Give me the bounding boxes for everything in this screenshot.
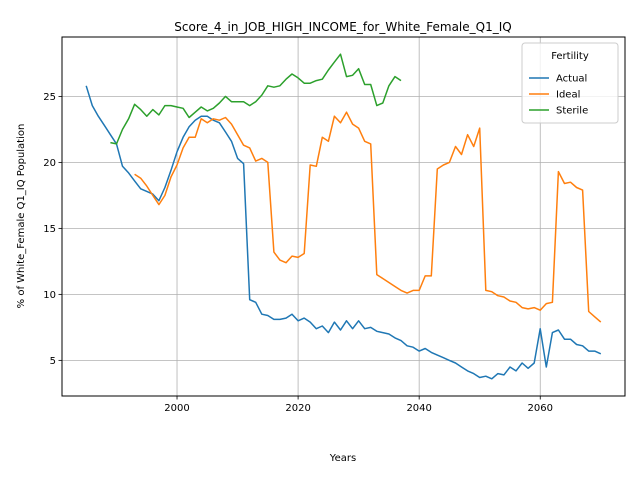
y-tick-label: 10 [43,290,56,301]
plot-frame [61,36,626,397]
x-axis-ticks: 2000 2020 2040 2060 [164,396,553,414]
x-tick-label: 2060 [528,403,553,414]
x-tick-label: 2020 [285,403,310,414]
y-tick-label: 15 [43,224,56,235]
series-line-ideal [134,111,602,323]
x-tick-label: 2000 [164,403,189,414]
legend: Fertility Actual Ideal Sterile [521,42,619,124]
chart-title: Score_4_in_JOB_HIGH_INCOME_for_White_Fem… [174,20,511,34]
series-line-actual [85,85,602,380]
legend-title: Fertility [551,51,589,62]
y-axis-label: % of White_Female Q1_IQ Population [16,124,27,309]
legend-label-sterile: Sterile [556,106,588,117]
x-axis-label: Years [329,453,356,464]
y-tick-label: 25 [43,92,56,103]
legend-label-actual: Actual [556,74,587,85]
y-tick-label: 20 [43,158,56,169]
series-lines [85,53,602,380]
y-tick-label: 5 [50,356,56,367]
legend-box [521,42,619,124]
x-tick-label: 2040 [406,403,431,414]
series-line-sterile [110,53,402,145]
legend-label-ideal: Ideal [556,90,580,101]
y-axis-ticks: 5 10 15 20 25 [43,92,62,367]
